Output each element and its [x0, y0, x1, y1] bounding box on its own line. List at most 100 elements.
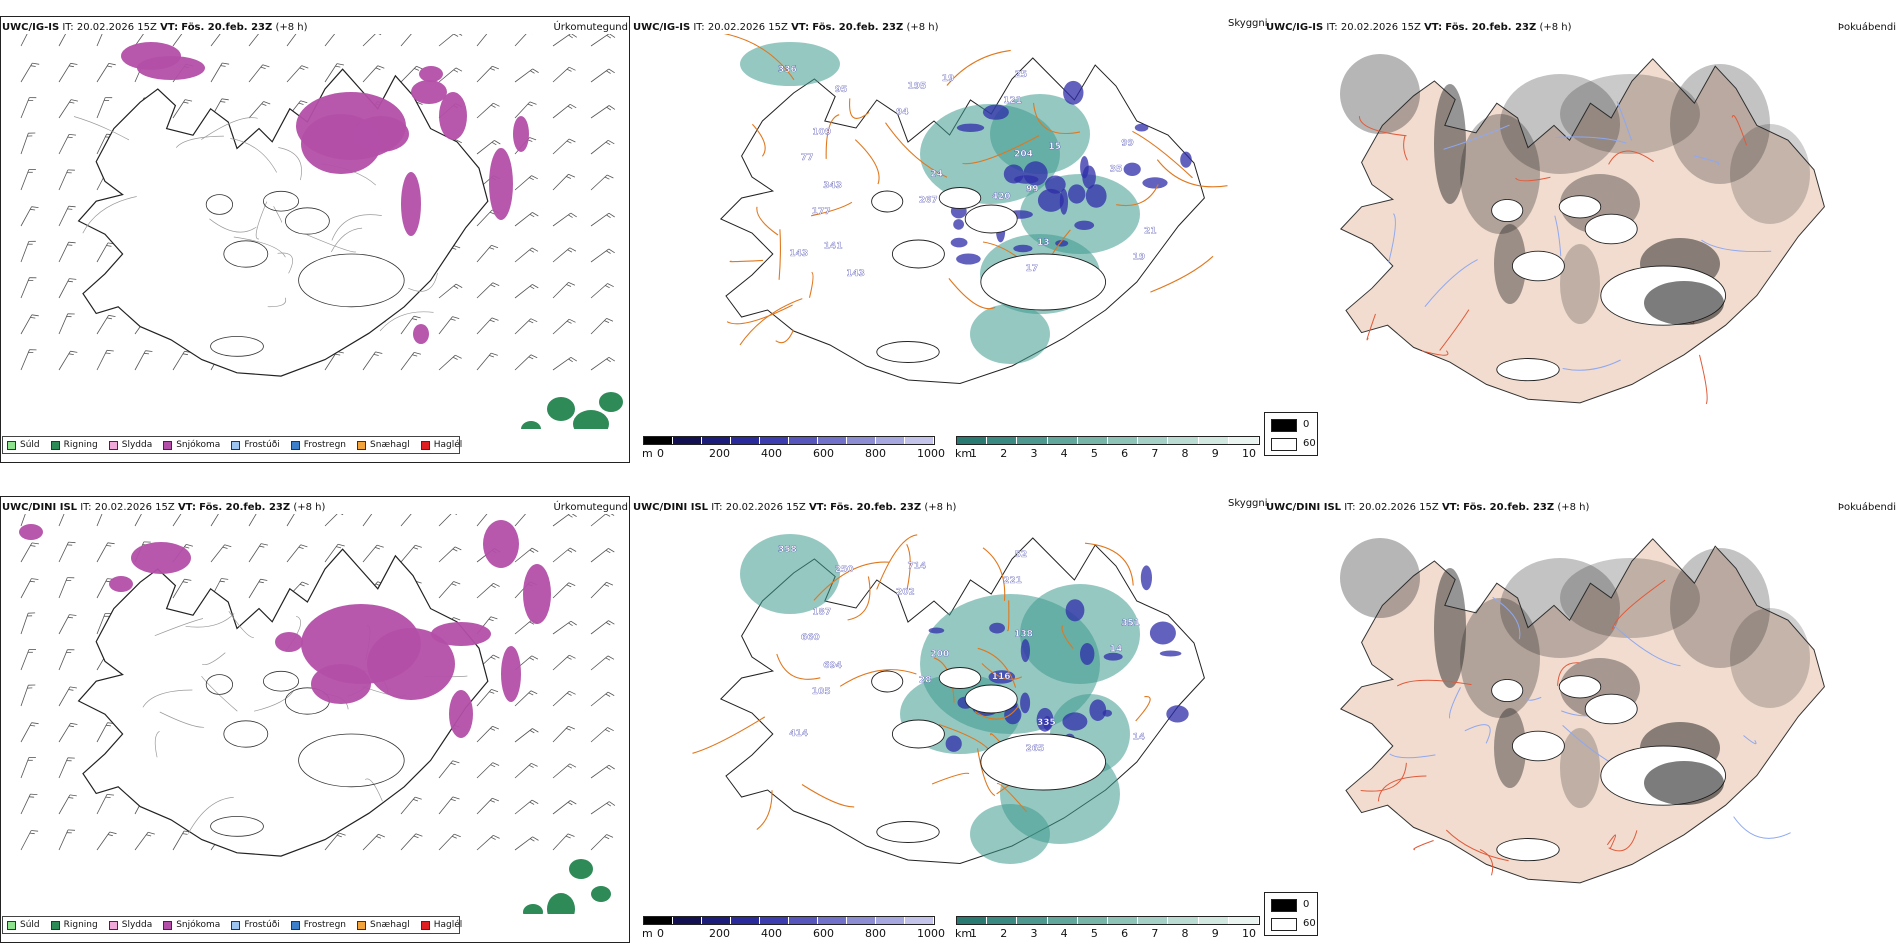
- wind-barb-icon: [552, 356, 578, 371]
- low-cloud-base-area: [928, 627, 945, 634]
- road-line: [775, 329, 795, 344]
- fog-legend-low-label: 60: [1303, 918, 1316, 929]
- wind-barb-icon: [590, 801, 616, 815]
- road-line: [202, 652, 226, 666]
- wind-barb-icon: [552, 247, 577, 263]
- cloud-base-value-label: 358: [778, 545, 797, 555]
- glacier-outline: [284, 207, 330, 235]
- visibility-color-step: [1077, 437, 1109, 444]
- road-line: [254, 689, 295, 712]
- river-line: [1424, 259, 1478, 308]
- cloud-base-value-label: 694: [823, 661, 842, 671]
- wind-barb-icon: [438, 514, 458, 527]
- road-line: [996, 783, 1028, 813]
- row-ig-precip-legend: Súld Rigning Slydda Snjókoma Frostúði Frostre…: [2, 436, 462, 454]
- wind-barb-icon: [20, 34, 28, 47]
- wind-barb-icon: [96, 514, 103, 527]
- wind-barb-icon: [514, 690, 538, 707]
- low-cloud-base-area: [1180, 151, 1192, 168]
- visibility-color-step: [1108, 437, 1139, 444]
- glacier-outline: [223, 720, 269, 748]
- cloud-base-value-label: 143: [846, 269, 865, 279]
- visibility-tick-label: 4: [1060, 447, 1068, 460]
- visibility-tick-label: 3: [1030, 927, 1038, 940]
- road-line: [726, 304, 793, 325]
- road-line: [154, 730, 160, 758]
- row-ig-fog-legend: 0 60: [1264, 412, 1318, 456]
- cloudbase-tick-label: 200: [709, 927, 730, 940]
- precip-legend-swatch: [290, 920, 300, 930]
- precip-legend-swatch: [290, 440, 300, 450]
- road-line: [1608, 830, 1638, 852]
- low-cloud-base-area: [1065, 599, 1085, 622]
- low-cloud-base-area: [1166, 705, 1189, 723]
- precip-legend-item: Frostregn: [290, 920, 346, 930]
- road-line: [839, 669, 917, 687]
- road-line: [175, 135, 224, 148]
- low-cloud-base-area: [1074, 220, 1095, 230]
- cloud-base-value-label: 200: [930, 650, 949, 660]
- wind-barb-icon: [476, 582, 500, 599]
- wind-barb-icon: [58, 205, 76, 227]
- visibility-tick-label: 5: [1090, 927, 1098, 940]
- wind-barb-icon: [20, 132, 36, 155]
- cloudbase-tick-label: 1000: [917, 447, 945, 460]
- wind-barb-icon: [20, 514, 26, 527]
- glacier-outline: [938, 187, 982, 209]
- glacier-outline: [891, 239, 945, 269]
- wind-barb-icon: [514, 354, 538, 371]
- wind-barb-icon: [58, 722, 78, 743]
- wind-barb-icon: [476, 65, 499, 83]
- precip-legend-swatch: [7, 920, 16, 930]
- row-dini-cloudbase-colorbar: [643, 916, 935, 925]
- row-dini-fog-title: UWC/DINI ISL IT: 20.02.2026 15Z VT: Fös.…: [1266, 502, 1590, 513]
- wind-barb-icon: [476, 317, 499, 335]
- wind-barb-icon: [58, 169, 75, 191]
- low-cloud-base-area: [1063, 80, 1084, 105]
- low-cloud-base-area: [1085, 184, 1107, 208]
- road-line: [267, 297, 287, 308]
- low-visibility-area: [990, 94, 1090, 174]
- river-line: [1389, 753, 1436, 759]
- wind-barb-icon: [58, 62, 78, 83]
- visibility-color-step: [1077, 917, 1109, 924]
- glacier-outline: [871, 670, 904, 693]
- glacier-outline: [938, 667, 982, 689]
- wind-barb-icon: [20, 649, 36, 671]
- low-cloud-base-area: [1142, 177, 1168, 189]
- glacier-outline: [1511, 730, 1565, 762]
- wind-barb-icon: [20, 793, 38, 815]
- road-line: [330, 227, 363, 253]
- glacier-outline: [876, 341, 940, 363]
- row-dini-precip-legend: Súld Rigning Slydda Snjókoma Frostúði Frostre…: [2, 916, 462, 934]
- glacier-outline: [1496, 838, 1560, 862]
- row-dini-vis-map: 358 202 138 116 14 105 414 714 265 221 351 694 660 28…: [692, 534, 1205, 865]
- low-visibility-area: [970, 804, 1050, 864]
- road-line: [142, 689, 193, 708]
- cloudbase-tick-label: 800: [865, 927, 886, 940]
- wind-barb-icon: [552, 34, 578, 47]
- wind-barb-icon: [552, 725, 575, 743]
- wind-barb-icon: [476, 689, 499, 707]
- fog-legend-low-swatch: [1271, 438, 1297, 451]
- visibility-color-step: [1228, 917, 1260, 924]
- wind-barb-icon: [20, 684, 36, 707]
- visibility-color-step: [1017, 917, 1048, 924]
- visibility-color-step: [1017, 437, 1048, 444]
- road-line: [1699, 354, 1708, 405]
- wind-barb-icon: [514, 101, 537, 119]
- cloudbase-color-step: [702, 437, 731, 444]
- cloud-base-value-label: 109: [812, 127, 831, 137]
- wind-barb-icon: [590, 68, 615, 83]
- rain-area: [547, 893, 575, 914]
- visibility-unit: km: [955, 927, 973, 940]
- road-line: [1156, 159, 1228, 188]
- precip-legend-item: Snjókoma: [163, 920, 220, 930]
- wind-barb-icon: [96, 831, 117, 851]
- wind-barb-icon: [20, 169, 36, 191]
- river-line: [1616, 101, 1633, 141]
- cloudbase-color-step: [731, 917, 760, 924]
- row-ig-fog-panel-label: Þokuábendi: [1837, 22, 1896, 33]
- precip-legend-item: Frostúði: [231, 440, 280, 450]
- wind-barb-icon: [438, 833, 461, 851]
